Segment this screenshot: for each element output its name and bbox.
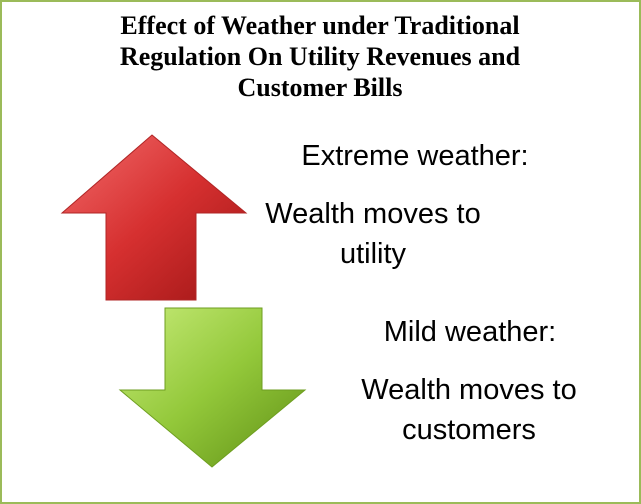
title: Effect of Weather under Traditional Regu… <box>119 11 521 102</box>
up-arrow <box>60 134 248 301</box>
mild-description: Wealth moves to customers <box>361 374 577 446</box>
extreme-heading: Extreme weather: <box>301 140 529 172</box>
down-arrow <box>118 307 307 468</box>
mild-heading: Mild weather: <box>383 316 557 348</box>
extreme-description: Wealth moves to utility <box>265 198 481 270</box>
